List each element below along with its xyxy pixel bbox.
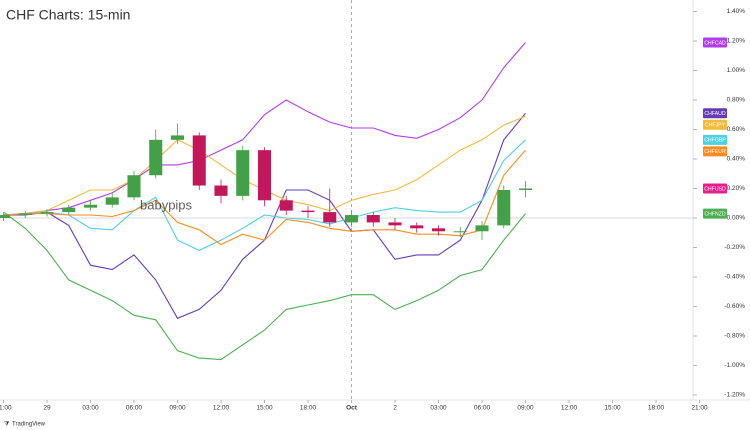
candle-body	[149, 139, 163, 176]
y-tick-label: -0.20%	[724, 244, 745, 251]
series-line	[3, 211, 526, 361]
series-tag	[703, 134, 727, 145]
candle-body	[83, 204, 98, 208]
x-tick-label: Oct	[346, 405, 358, 412]
legend-label: CHFAUD	[704, 111, 726, 117]
candle-body	[475, 225, 489, 232]
y-tick-label: 0.40%	[727, 156, 746, 163]
candle-body	[518, 188, 533, 190]
x-tick-label: 12:00	[561, 405, 578, 412]
series-line	[3, 139, 526, 252]
candle-body	[62, 207, 76, 213]
candle-body	[257, 150, 272, 201]
plot-area	[0, 0, 693, 400]
x-tick-label: 21:00	[691, 405, 708, 412]
y-tick-label: -0.40%	[724, 274, 745, 281]
legend-label: CHFEUR	[704, 149, 726, 155]
candle-body	[279, 200, 293, 211]
candle-body	[344, 215, 359, 223]
y-tick-label: -0.60%	[724, 303, 745, 310]
candle-body	[323, 212, 337, 223]
candle-body	[388, 222, 402, 226]
y-tick-label: -1.20%	[724, 392, 745, 399]
x-tick-label: 09:00	[517, 405, 534, 412]
legend-label: CHFNZD	[704, 211, 726, 217]
candle-body	[236, 150, 250, 196]
y-tick-label: -1.00%	[724, 362, 745, 369]
candle-body	[105, 197, 119, 205]
candle-body	[127, 175, 141, 198]
footer: TradingView	[12, 422, 46, 428]
legend-label: CHFUSD	[704, 186, 726, 192]
x-tick-label: 09:00	[169, 405, 186, 412]
series-tag	[703, 183, 727, 194]
candle-body	[192, 135, 206, 186]
y-tick-label: 1.20%	[727, 38, 746, 45]
y-tick-label: 0.00%	[727, 215, 746, 222]
series-tag	[703, 37, 727, 48]
series-tag	[703, 119, 727, 130]
x-tick-label: 06:00	[126, 405, 143, 412]
y-tick-label: -0.80%	[724, 333, 745, 340]
tv-logo: ⧩	[4, 421, 10, 428]
candle-body	[18, 213, 32, 216]
x-tick-label: 2	[393, 405, 397, 412]
candle-body	[431, 228, 446, 232]
series-tag	[703, 208, 727, 219]
candle-body	[0, 215, 11, 218]
x-tick-label: 03:00	[430, 405, 447, 412]
candle-body	[301, 210, 315, 213]
legend-label: CHFGBP	[704, 138, 726, 144]
watermark: babypips	[140, 197, 193, 212]
series-tag	[703, 108, 727, 119]
y-tick-label: 0.80%	[727, 97, 746, 104]
x-tick-label: 03:00	[82, 405, 99, 412]
y-tick-label: 1.00%	[727, 67, 746, 74]
y-tick-label: 0.60%	[727, 126, 746, 133]
x-tick-label: 15:00	[604, 405, 621, 412]
x-tick-label: 18:00	[300, 405, 317, 412]
candle-body	[366, 215, 380, 223]
candle-body	[497, 189, 511, 226]
y-tick-label: 1.40%	[727, 8, 746, 15]
x-tick-label: 15:00	[256, 405, 273, 412]
legend-label: CHFCAD	[704, 40, 726, 46]
x-tick-label: 12:00	[213, 405, 230, 412]
candle-body	[214, 185, 228, 196]
candle-body	[453, 231, 467, 233]
x-tick-label: 21:00	[0, 405, 12, 412]
y-tick-label: 0.20%	[727, 185, 746, 192]
candle-body	[410, 225, 424, 229]
legend-label: CHFJPY	[705, 123, 726, 129]
series-tag	[703, 146, 727, 157]
candle-body	[170, 135, 185, 140]
candle-body	[40, 212, 54, 214]
chart-title: CHF Charts: 15-min	[6, 7, 130, 23]
x-tick-label: 29	[43, 405, 51, 412]
x-tick-label: 06:00	[474, 405, 491, 412]
x-tick-label: 18:00	[648, 405, 665, 412]
